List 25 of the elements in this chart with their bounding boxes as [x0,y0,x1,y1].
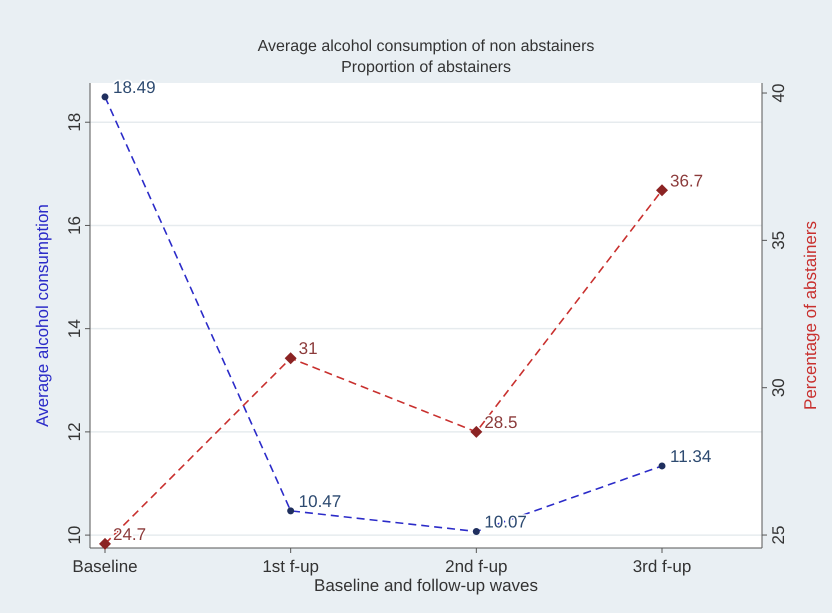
data-label: 24.7 [113,524,146,544]
y2-tick-label: 25 [769,526,788,544]
x-tick-label: 2nd f-up [445,557,508,576]
x-axis-title: Baseline and follow-up waves [314,576,538,595]
data-label: 10.47 [298,492,342,511]
y-axis-title: Average alcohol consumption [33,204,52,427]
data-label: 18.49 [113,78,156,97]
y-tick-label: 18 [65,112,84,132]
y-tick-label: 14 [65,319,84,338]
y2-tick-label: 40 [769,84,788,102]
y-tick-label: 12 [65,422,84,442]
chart-subtitle: Proportion of abstainers [341,59,511,76]
data-label: 28.5 [484,412,518,432]
chart-title: Average alcohol consumption of non abstainers [258,38,594,55]
data-label: 31 [298,339,318,358]
data-label: 11.34 [670,446,712,466]
y2-axis-title: Percentage of abstainers [801,220,820,410]
x-tick-label: 3rd f-up [632,557,692,576]
x-tick-label: 1st f-up [262,557,320,576]
y-tick-label: 16 [65,216,84,235]
y2-tick-label: 30 [769,378,788,398]
x-tick-label: Baseline [72,557,138,576]
data-label: 36.7 [670,171,704,190]
y-tick-label: 10 [65,526,84,545]
y2-tick-label: 35 [769,230,788,250]
